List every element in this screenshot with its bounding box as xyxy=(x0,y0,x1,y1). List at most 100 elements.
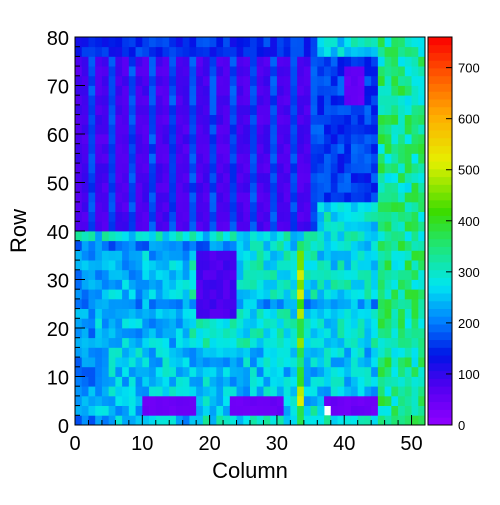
heatmap-cell xyxy=(189,172,197,183)
heatmap-cell xyxy=(128,318,136,329)
heatmap-cell xyxy=(398,337,406,348)
heatmap-cell xyxy=(95,269,103,280)
heatmap-cell xyxy=(337,124,345,135)
heatmap-cell xyxy=(155,337,163,348)
heatmap-cell xyxy=(250,104,258,115)
heatmap-cell xyxy=(310,260,318,271)
heatmap-cell xyxy=(297,250,305,261)
heatmap-cell xyxy=(88,308,96,319)
heatmap-cell xyxy=(391,260,399,271)
heatmap-cell xyxy=(270,318,278,329)
heatmap-cell xyxy=(128,153,136,164)
heatmap-cell xyxy=(115,201,123,212)
heatmap-cell xyxy=(122,134,130,145)
heatmap-cell xyxy=(196,405,204,416)
heatmap-cell xyxy=(350,366,359,377)
heatmap-cell xyxy=(182,201,190,212)
heatmap-cell xyxy=(202,250,211,261)
heatmap-cell xyxy=(81,124,89,135)
palette-swatch xyxy=(428,215,452,224)
heatmap-cell xyxy=(155,308,163,319)
heatmap-cell xyxy=(250,250,258,261)
heatmap-cell xyxy=(411,308,419,319)
heatmap-cell xyxy=(81,56,89,67)
heatmap-cell xyxy=(344,56,352,67)
heatmap-cell xyxy=(216,46,224,57)
heatmap-cell xyxy=(236,376,244,387)
heatmap-cell xyxy=(344,37,352,48)
palette-swatch xyxy=(428,308,452,317)
heatmap-cell xyxy=(142,231,150,242)
heatmap-cell xyxy=(384,134,392,145)
heatmap-cell xyxy=(256,134,264,145)
heatmap-cell xyxy=(330,386,338,397)
heatmap-cell xyxy=(202,85,211,96)
heatmap-cell xyxy=(142,104,150,115)
heatmap-cell xyxy=(128,328,136,339)
heatmap-cell xyxy=(317,260,325,271)
heatmap-cell xyxy=(101,182,110,193)
heatmap-cell xyxy=(149,289,157,300)
heatmap-cell xyxy=(95,260,103,271)
heatmap-cell xyxy=(95,153,103,164)
heatmap-cell xyxy=(216,124,224,135)
heatmap-cell xyxy=(88,279,96,290)
heatmap-cell xyxy=(256,405,264,416)
heatmap-cell xyxy=(283,415,291,426)
heatmap-cell xyxy=(310,289,318,300)
heatmap-cell xyxy=(297,85,305,96)
heatmap-cell xyxy=(357,337,365,348)
heatmap-cell xyxy=(371,337,379,348)
heatmap-cell xyxy=(290,75,298,86)
heatmap-cell xyxy=(115,250,123,261)
heatmap-cell xyxy=(175,328,184,339)
heatmap-cell xyxy=(303,56,311,67)
heatmap-cell xyxy=(371,308,379,319)
heatmap-cell xyxy=(317,395,325,406)
heatmap-cell xyxy=(290,376,298,387)
heatmap-cell xyxy=(202,95,211,106)
heatmap-cell xyxy=(216,85,224,96)
heatmap-cell xyxy=(135,85,143,96)
heatmap-cell xyxy=(229,289,237,300)
heatmap-cell xyxy=(243,415,251,426)
heatmap-cell xyxy=(418,46,426,57)
heatmap-cell xyxy=(209,357,217,368)
heatmap-cell xyxy=(276,318,285,329)
heatmap-cell xyxy=(324,415,332,426)
heatmap-cell xyxy=(250,415,258,426)
heatmap-cell xyxy=(350,163,359,174)
heatmap-cell xyxy=(155,201,163,212)
heatmap-cell xyxy=(391,143,399,154)
heatmap-cell xyxy=(297,376,305,387)
heatmap-cell xyxy=(384,269,392,280)
heatmap-cell xyxy=(202,211,211,222)
heatmap-cell xyxy=(371,134,379,145)
heatmap-cell xyxy=(216,347,224,358)
heatmap-cell xyxy=(135,211,143,222)
heatmap-cell xyxy=(364,104,372,115)
heatmap-cell xyxy=(411,415,419,426)
heatmap-cell xyxy=(310,104,318,115)
heatmap-cell xyxy=(290,337,298,348)
heatmap-cell xyxy=(324,298,332,309)
heatmap-cell xyxy=(357,143,365,154)
heatmap-cell xyxy=(81,134,89,145)
heatmap-cell xyxy=(122,386,130,397)
heatmap-cell xyxy=(310,182,318,193)
heatmap-cell xyxy=(283,201,291,212)
heatmap-cell xyxy=(162,376,170,387)
heatmap-cell xyxy=(196,240,204,251)
heatmap-cell xyxy=(135,337,143,348)
heatmap-cell xyxy=(175,163,184,174)
heatmap-cell xyxy=(250,366,258,377)
heatmap-cell xyxy=(196,279,204,290)
heatmap-cell xyxy=(250,153,258,164)
heatmap-cell xyxy=(149,269,157,280)
heatmap-cell xyxy=(128,269,136,280)
palette-swatch xyxy=(428,192,452,201)
heatmap-cell xyxy=(398,395,406,406)
heatmap-cell xyxy=(411,46,419,57)
heatmap-cell xyxy=(81,95,89,106)
heatmap-cell xyxy=(290,386,298,397)
